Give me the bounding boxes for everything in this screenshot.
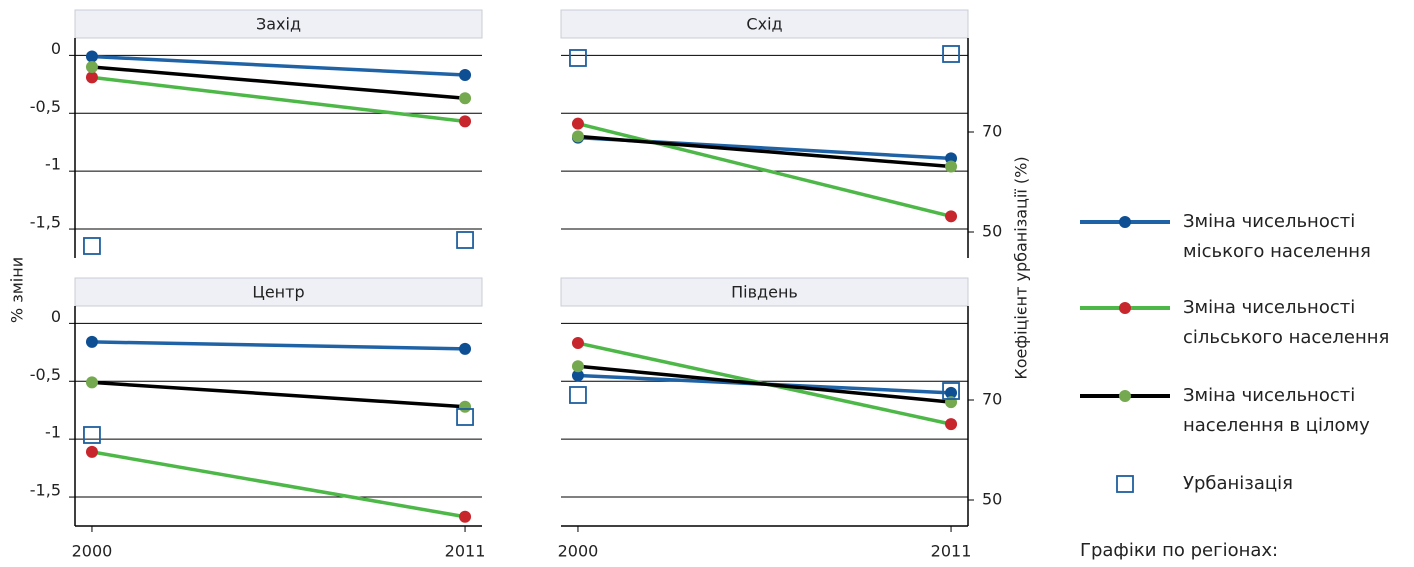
legend-dot	[1119, 216, 1131, 228]
dot-marker	[85, 50, 98, 63]
panel-header	[560, 277, 969, 307]
legend-dot	[1119, 390, 1131, 402]
series-line	[577, 364, 952, 404]
series-line	[577, 134, 952, 169]
dot-marker	[945, 210, 958, 223]
dot-marker	[945, 418, 958, 431]
legend-label: Зміна чисельності міського населення	[1183, 211, 1371, 262]
dot-marker	[459, 92, 472, 105]
dot-marker	[571, 337, 584, 350]
y2-tick-label: 50	[982, 222, 1002, 241]
panel-header	[74, 9, 483, 39]
dot-marker	[459, 400, 472, 413]
x-tick-label: 2000	[72, 542, 113, 561]
square-marker	[569, 386, 587, 404]
dot-marker	[945, 386, 958, 399]
y-tick-label: -1	[45, 155, 61, 174]
y-tick-label: -1	[45, 423, 61, 442]
y-tick-label: -1,5	[30, 481, 61, 500]
square-marker	[456, 408, 474, 426]
x-tick-label: 2000	[558, 542, 599, 561]
dot-marker	[571, 117, 584, 130]
x-tick-label: 2011	[445, 542, 486, 561]
y2-axis-label: Коефіцієнт урбанізації (%)	[1012, 156, 1031, 379]
dot-marker	[459, 342, 472, 355]
y-tick-label: -0,5	[30, 365, 61, 384]
panel-header	[74, 277, 483, 307]
y-tick-label: -0,5	[30, 97, 61, 116]
panel-title: Центр	[252, 283, 304, 302]
panel-title: Захід	[256, 15, 301, 34]
series-line	[91, 450, 466, 519]
dot-marker	[85, 60, 98, 73]
legend-title: Графіки по регіонах:	[1080, 540, 1279, 561]
y2-tick-label: 70	[982, 390, 1002, 409]
y-tick-label: 0	[51, 39, 61, 58]
square-marker	[942, 45, 960, 63]
dot-marker	[571, 130, 584, 143]
series-line	[91, 340, 466, 351]
series-line	[91, 75, 466, 124]
dot-marker	[945, 160, 958, 173]
dot-marker	[85, 445, 98, 458]
panel-header	[560, 9, 969, 39]
y2-tick-label: 50	[982, 490, 1002, 509]
legend-square	[1116, 475, 1134, 493]
panel-title: Південь	[731, 283, 798, 302]
dot-marker	[571, 360, 584, 373]
y-tick-label: 0	[51, 307, 61, 326]
legend-label: Зміна чисельності населення в цілому	[1183, 385, 1370, 436]
dot-marker	[459, 115, 472, 128]
legend-label: Зміна чисельності сільського населення	[1183, 297, 1390, 348]
y-axis-label: % зміни	[8, 257, 27, 323]
series-line	[91, 380, 466, 409]
dot-marker	[945, 396, 958, 409]
square-marker	[83, 426, 101, 444]
dot-marker	[459, 69, 472, 82]
y2-tick-label: 70	[982, 122, 1002, 141]
y-tick-label: -1,5	[30, 213, 61, 232]
x-tick-label: 2011	[931, 542, 972, 561]
dot-marker	[85, 335, 98, 348]
square-marker	[942, 382, 960, 400]
series-line	[91, 54, 466, 77]
square-marker	[83, 237, 101, 255]
dot-marker	[85, 376, 98, 389]
dot-marker	[85, 71, 98, 84]
panel-title: Схід	[746, 15, 782, 34]
legend-dot	[1119, 302, 1131, 314]
series-line	[577, 121, 952, 219]
square-marker	[456, 231, 474, 249]
dot-marker	[571, 369, 584, 382]
legend-label: Урбанізація	[1183, 473, 1293, 494]
square-marker	[569, 49, 587, 67]
series-line	[91, 65, 466, 100]
dot-marker	[459, 510, 472, 523]
